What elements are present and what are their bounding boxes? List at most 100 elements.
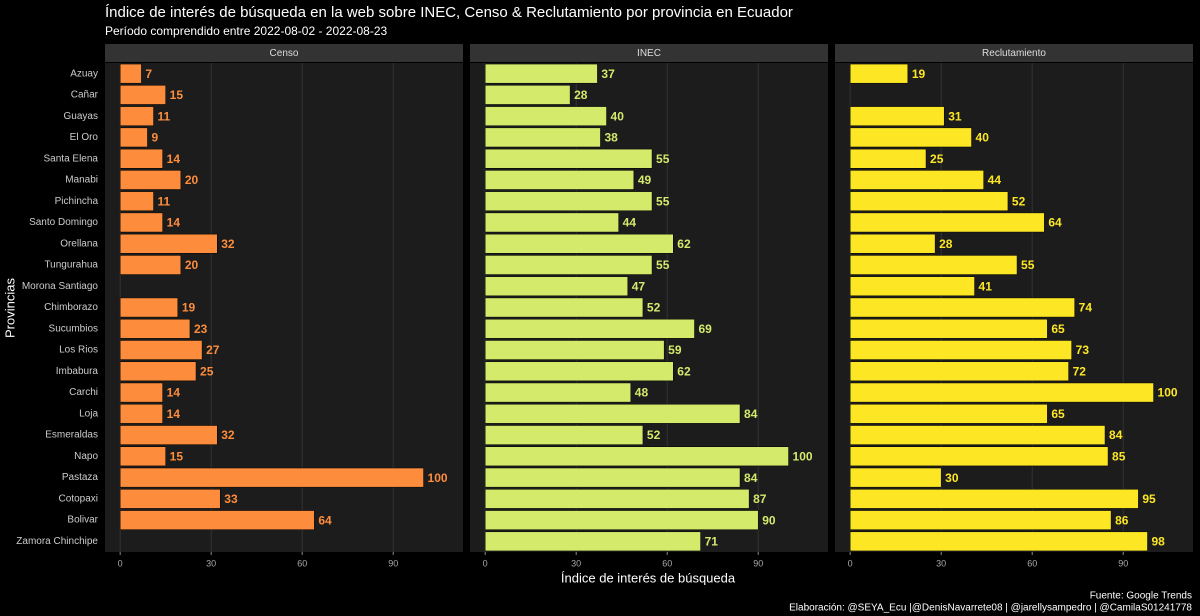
caption: Fuente: Google Trends	[1090, 591, 1192, 602]
y-tick-label: Sucumbios	[49, 323, 98, 334]
strip	[105, 44, 463, 62]
bar	[849, 212, 1045, 233]
y-tick-label: Pichincha	[55, 196, 99, 207]
bar	[849, 425, 1106, 445]
y-tick-label: Los Rios	[59, 345, 98, 356]
data-label: 32	[221, 237, 235, 251]
bar	[484, 276, 629, 297]
strip-label: Censo	[270, 48, 299, 59]
x-tick-label: 30	[571, 558, 581, 568]
bar	[119, 170, 182, 190]
y-tick-label: Guayas	[64, 111, 98, 122]
data-label: 55	[656, 152, 670, 166]
data-label: 52	[647, 428, 661, 442]
y-tick-label: Santo Domingo	[29, 217, 98, 228]
data-label: 44	[988, 173, 1002, 187]
data-label: 55	[656, 258, 670, 272]
bar	[484, 340, 665, 360]
y-tick-label: Zamora Chinchipe	[16, 536, 98, 547]
data-label: 41	[979, 279, 993, 293]
data-label: 64	[318, 513, 332, 527]
data-label: 15	[170, 88, 184, 102]
bar	[119, 191, 154, 212]
bar	[484, 63, 598, 84]
y-tick-label: Azuay	[70, 68, 98, 79]
bar	[119, 446, 166, 467]
data-label: 30	[945, 471, 959, 485]
data-label: 33	[224, 492, 238, 506]
bar	[119, 297, 179, 318]
bar	[119, 510, 315, 530]
data-label: 55	[1021, 258, 1035, 272]
y-tick-label: Loja	[79, 408, 98, 419]
bar	[849, 531, 1148, 552]
bar	[119, 212, 163, 233]
bar	[484, 489, 750, 509]
data-label: 90	[762, 513, 776, 527]
data-label: 52	[1012, 194, 1026, 208]
y-tick-label: Tungurahua	[44, 260, 98, 271]
y-tick-label: Cotopaxi	[59, 493, 98, 504]
bar	[484, 446, 789, 467]
bar	[849, 148, 927, 169]
bar	[119, 340, 203, 360]
data-label: 37	[601, 67, 615, 81]
data-label: 86	[1115, 513, 1129, 527]
bar	[849, 403, 1048, 424]
data-label: 62	[677, 237, 691, 251]
bar	[849, 510, 1112, 530]
bar	[484, 297, 644, 318]
data-label: 84	[744, 407, 758, 421]
data-label: 23	[194, 322, 208, 336]
bar	[484, 191, 653, 212]
bar	[119, 148, 163, 169]
data-label: 40	[976, 131, 990, 145]
data-label: 28	[939, 237, 953, 251]
y-tick-label: Bolivar	[67, 515, 98, 526]
data-label: 52	[647, 301, 661, 315]
chart-subtitle: Período comprendido entre 2022-08-02 - 2…	[105, 24, 388, 38]
bar	[484, 382, 632, 403]
bar	[849, 106, 945, 126]
strip-label: INEC	[637, 48, 661, 59]
bar	[849, 297, 1075, 318]
data-label: 65	[1051, 407, 1065, 421]
data-label: 72	[1073, 364, 1087, 378]
data-label: 14	[167, 386, 181, 400]
data-label: 25	[930, 152, 944, 166]
bar	[119, 489, 221, 509]
data-label: 28	[574, 88, 588, 102]
y-tick-label: Orellana	[60, 238, 98, 249]
data-label: 62	[677, 364, 691, 378]
data-label: 19	[182, 301, 196, 315]
data-label: 11	[158, 194, 171, 208]
data-label: 73	[1076, 343, 1090, 357]
bar	[484, 403, 741, 424]
bar	[484, 531, 701, 552]
bar	[119, 361, 197, 382]
data-label: 25	[200, 364, 214, 378]
bar	[484, 85, 571, 105]
bar	[849, 255, 1018, 275]
x-tick-label: 90	[753, 558, 763, 568]
y-tick-label: Carchi	[69, 387, 98, 398]
data-label: 49	[638, 173, 652, 187]
data-label: 71	[705, 535, 719, 549]
bar	[849, 340, 1072, 360]
data-label: 55	[656, 194, 670, 208]
y-tick-label: Santa Elena	[44, 153, 99, 164]
bar	[484, 212, 619, 233]
data-label: 85	[1112, 449, 1126, 463]
x-tick-label: 0	[848, 558, 853, 568]
data-label: 48	[635, 386, 649, 400]
bar	[849, 446, 1109, 467]
caption: Elaboración: @SEYA_Ecu |@DenisNavarrete0…	[789, 603, 1192, 614]
data-label: 14	[167, 407, 181, 421]
bar	[849, 63, 909, 84]
bar	[849, 191, 1009, 212]
x-tick-label: 60	[1027, 558, 1037, 568]
data-label: 59	[668, 343, 682, 357]
data-label: 100	[1158, 386, 1178, 400]
bar	[849, 276, 975, 297]
x-axis-title: Índice de interés de búsqueda	[561, 570, 736, 585]
